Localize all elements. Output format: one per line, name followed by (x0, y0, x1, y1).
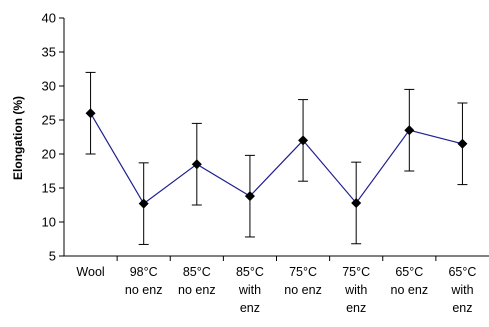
x-tick-label: 75°C (289, 265, 317, 279)
series-line (91, 113, 463, 203)
x-tick-label: 75°C (342, 265, 370, 279)
x-tick-label: 65°C (395, 265, 423, 279)
x-tick-label: 65°C (448, 265, 476, 279)
data-point-marker (86, 108, 96, 118)
y-tick-label: 25 (42, 113, 56, 128)
data-point-marker (192, 159, 202, 169)
x-tick-label: no enz (178, 283, 216, 297)
error-bars (86, 72, 468, 244)
data-point-marker (404, 125, 414, 135)
x-tick-label: 85°C (183, 265, 211, 279)
y-tick-label: 15 (42, 181, 56, 196)
x-tick-label: enz (452, 301, 472, 315)
data-point-marker (457, 139, 467, 149)
x-tick-label: 98°C (130, 265, 158, 279)
y-tick-label: 30 (42, 79, 56, 94)
x-tick-label: enz (240, 301, 260, 315)
y-tick-label: 40 (42, 11, 56, 26)
x-tick-label: with (450, 283, 473, 297)
data-markers (86, 108, 468, 208)
y-ticks: 5 10 15 20 25 30 35 40 (42, 11, 64, 264)
x-tick-label: with (238, 283, 261, 297)
y-tick-label: 5 (49, 249, 56, 264)
x-tick-label: with (344, 283, 367, 297)
series-lines (91, 113, 463, 203)
data-point-marker (139, 199, 149, 209)
x-tick-label: no enz (284, 283, 322, 297)
x-tick-label: enz (346, 301, 366, 315)
axes (64, 18, 489, 256)
x-tick-label: no enz (125, 283, 163, 297)
y-tick-label: 20 (42, 147, 56, 162)
y-axis-label: Elongation (%) (11, 96, 25, 180)
x-tick-label: Wool (76, 265, 104, 279)
y-tick-label: 35 (42, 45, 56, 60)
y-tick-label: 10 (42, 215, 56, 230)
x-tick-label: no enz (391, 283, 429, 297)
x-ticks: Wool 98°C no enz 85°C no enz 85°C with enz 75°C n… (76, 256, 476, 315)
x-tick-label: 85°C (236, 265, 264, 279)
